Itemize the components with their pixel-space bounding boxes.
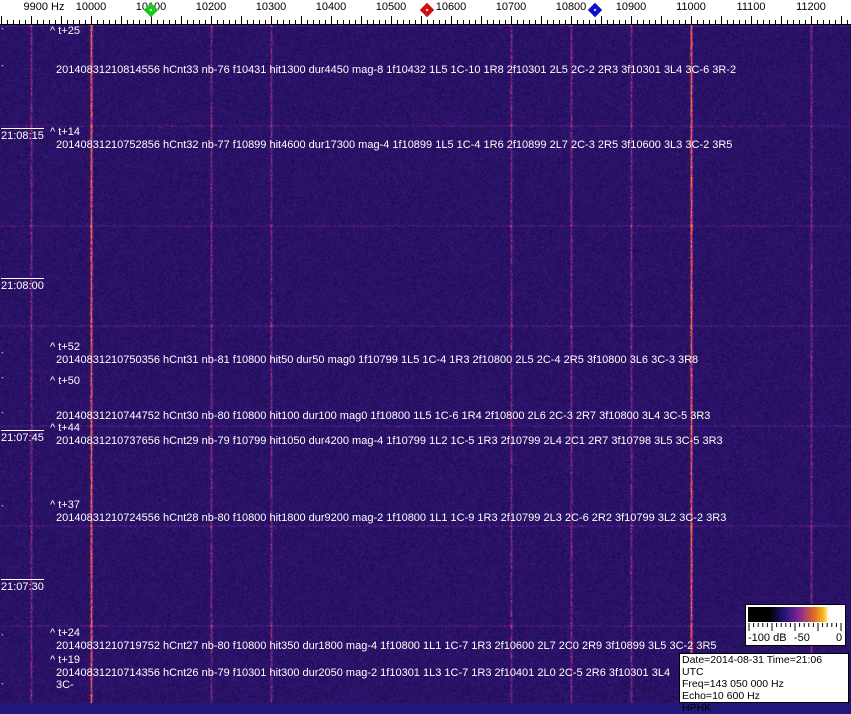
detection-line: 20140831210752856 hCnt32 nb-77 f10899 hi… (56, 139, 732, 151)
freq-label: 11100 (737, 1, 766, 13)
detection-line: 20140831210744752 hCnt30 nb-80 f10800 hi… (56, 410, 710, 422)
freq-label: 10200 (196, 1, 227, 13)
row-tick: ` (1, 412, 4, 420)
row-tick: ` (1, 28, 4, 36)
time-label: 21:08:15 (1, 128, 44, 142)
row-tick: ` (1, 65, 4, 73)
t-marker: ^ t+50 (50, 375, 80, 387)
t-marker: ^ t+44 (50, 422, 80, 434)
time-label: 21:07:45 (1, 430, 44, 444)
scale-ticks (748, 623, 843, 631)
t-marker: ^ t+25 (50, 25, 80, 37)
freq-label: 10000 (76, 1, 107, 13)
detection-line: 20140831210750356 hCnt31 nb-81 f10800 hi… (56, 354, 698, 366)
scale-label: 0 (836, 632, 842, 644)
time-label: 21:08:00 (1, 278, 44, 292)
t-marker: ^ t+14 (50, 126, 80, 138)
freq-label: 11000 (676, 1, 706, 13)
color-scale-legend: -100 dB -50 0 (745, 604, 846, 646)
freq-label: 10700 (496, 1, 527, 13)
freq-label: 10800 (556, 1, 587, 13)
freq-label: 10500 (376, 1, 407, 13)
detection-line: 20140831210737656 hCnt29 nb-79 f10799 hi… (56, 435, 723, 447)
row-tick: ` (1, 505, 4, 513)
detection-line: 20140831210814556 hCnt33 nb-76 f10431 hi… (56, 64, 736, 76)
freq-label: 10300 (256, 1, 287, 13)
info-box: Date=2014-08-31 Time=21:06 UTC Freq=143 … (679, 653, 849, 703)
time-label: 21:07:30 (1, 579, 44, 593)
detection-line: 20140831210724556 hCnt28 nb-80 f10800 hi… (56, 512, 726, 524)
t-marker: ^ t+19 (50, 654, 80, 666)
t-marker: ^ t+37 (50, 499, 80, 511)
t-marker: ^ t+24 (50, 627, 80, 639)
row-tick: ` (1, 634, 4, 642)
freq-label: 10900 (616, 1, 647, 13)
row-tick: ` (1, 352, 4, 360)
station-name: HPHK (682, 702, 846, 714)
scale-label: -100 dB (748, 632, 787, 644)
date-time: Date=2014-08-31 Time=21:06 UTC (682, 654, 846, 678)
color-gradient (748, 607, 843, 622)
freq-label: 9900 Hz (24, 1, 65, 13)
t-marker: ^ t+52 (50, 341, 80, 353)
detection-line: 20140831210719752 hCnt27 nb-80 f10800 hi… (56, 640, 717, 652)
row-tick: ` (1, 683, 4, 691)
scale-label: -50 (794, 632, 810, 644)
row-tick: ` (1, 377, 4, 385)
frequency: Freq=143 050 000 Hz (682, 678, 846, 690)
frequency-ruler[interactable]: 9900 Hz 10000 10100 10200 10300 10400 10… (0, 0, 851, 25)
freq-label: 10600 (436, 1, 467, 13)
freq-label: 11200 (796, 1, 826, 13)
detection-line: 20140831210714356 hCnt26 nb-79 f10301 hi… (56, 667, 671, 691)
freq-label: 10400 (316, 1, 347, 13)
echo-frequency: Echo=10 600 Hz (682, 690, 846, 702)
